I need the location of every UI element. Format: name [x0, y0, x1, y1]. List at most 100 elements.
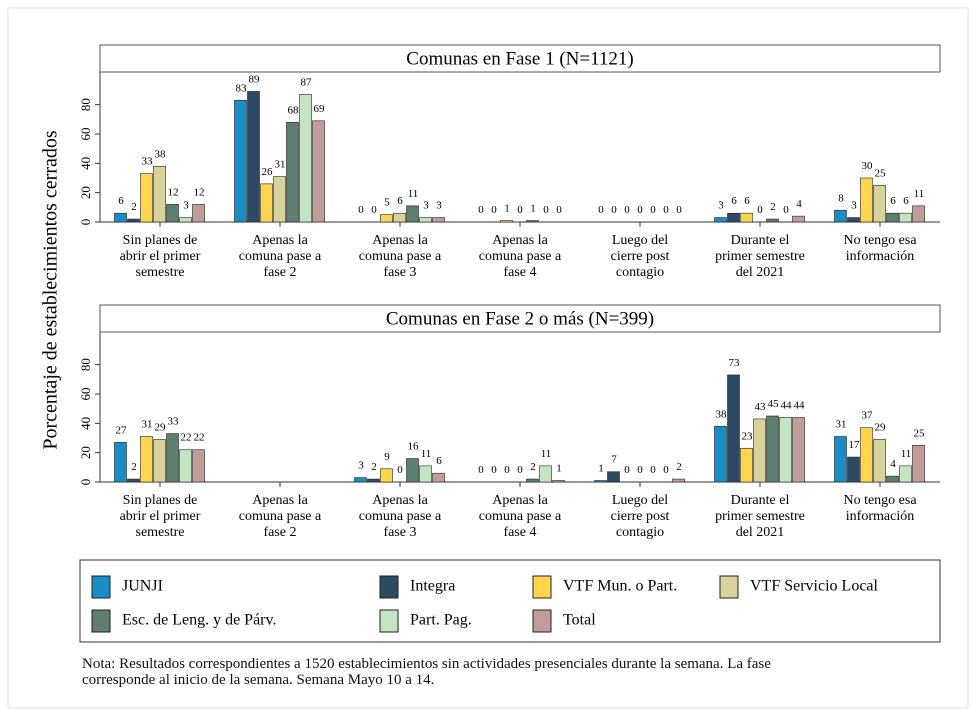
bar [247, 91, 260, 223]
bar [873, 439, 886, 483]
value-label: 0 [358, 204, 364, 216]
value-label: 0 [517, 464, 523, 476]
legend-swatch [532, 609, 552, 633]
value-label: 0 [676, 204, 682, 216]
panel-header [99, 304, 941, 333]
value-label: 0 [491, 464, 497, 476]
bar [779, 417, 792, 483]
bar [380, 214, 393, 223]
bar [432, 217, 445, 223]
value-label: 33 [142, 156, 154, 168]
value-label: 3 [436, 200, 442, 212]
value-label: 22 [181, 432, 192, 444]
bar [886, 212, 899, 223]
value-label: 11 [541, 448, 552, 460]
panel-title: Comunas en Fase 1 (N=1121) [406, 48, 633, 69]
bar [899, 465, 912, 483]
legend-swatch [91, 575, 111, 599]
x-tick-label: Durante el primer semestre del 2021 [715, 233, 805, 280]
legend-swatch [532, 575, 552, 599]
value-label: 0 [478, 464, 484, 476]
legend-label: Esc. de Leng. y de Párv. [122, 612, 276, 629]
value-label: 38 [155, 148, 167, 160]
value-label: 6 [731, 195, 737, 207]
legend-label: JUNJI [122, 578, 163, 595]
value-label: 30 [862, 160, 874, 172]
value-label: 12 [168, 186, 179, 198]
value-label: 0 [504, 464, 510, 476]
value-label: 11 [421, 448, 432, 460]
value-label: 68 [288, 104, 300, 116]
value-label: 38 [716, 408, 728, 420]
value-label: 0 [637, 204, 643, 216]
value-label: 2 [530, 461, 536, 473]
value-label: 1 [530, 203, 536, 215]
value-label: 33 [168, 416, 180, 428]
bar [886, 475, 899, 483]
x-tick-label: Luego del cierre post contagio [611, 493, 670, 540]
value-label: 45 [768, 398, 780, 410]
value-label: 6 [890, 195, 896, 207]
bar [740, 447, 753, 483]
bar [140, 173, 153, 223]
value-label: 4 [796, 198, 802, 210]
bar [834, 436, 847, 483]
value-label: 0 [478, 204, 484, 216]
bar [286, 121, 299, 223]
note: Nota: Resultados correspondientes a 1520… [82, 656, 771, 688]
y-tick-label: 80 [78, 358, 93, 371]
bar [179, 217, 192, 223]
value-label: 6 [903, 195, 909, 207]
bar [419, 465, 432, 483]
legend-swatch [379, 575, 399, 599]
value-label: 0 [611, 204, 617, 216]
value-label: 29 [155, 421, 167, 433]
value-label: 87 [301, 76, 313, 88]
bar [153, 439, 166, 483]
value-label: 0 [598, 204, 604, 216]
value-label: 0 [637, 464, 643, 476]
value-label: 69 [314, 103, 326, 115]
bar [127, 478, 140, 483]
panel-title: Comunas en Fase 2 o más (N=399) [386, 308, 654, 329]
bar [766, 218, 779, 223]
value-label: 23 [742, 430, 754, 442]
x-tick-label: Sin planes de abrir el primer semestre [120, 493, 201, 540]
legend-label: VTF Servicio Local [750, 578, 879, 595]
legend-label: Total [563, 612, 596, 629]
bar [539, 465, 552, 483]
bar [594, 480, 607, 483]
bar [166, 204, 179, 223]
value-label: 6 [436, 455, 442, 467]
x-tick-label: Apenas la comuna pase a fase 3 [359, 233, 442, 280]
bar [873, 185, 886, 223]
bar [766, 415, 779, 483]
y-tick-label: 40 [78, 157, 93, 170]
value-label: 11 [914, 188, 925, 200]
value-label: 1 [504, 203, 510, 215]
x-tick-label: No tengo esa información [843, 233, 917, 264]
value-label: 1 [598, 463, 604, 475]
value-label: 0 [650, 204, 656, 216]
bar [153, 165, 166, 223]
bar [727, 212, 740, 223]
bar [847, 217, 860, 223]
value-label: 0 [650, 464, 656, 476]
y-axis-label: Porcentaje de establecimientos cerrados [40, 130, 62, 450]
x-tick-label: Apenas la comuna pase a fase 2 [239, 233, 322, 280]
value-label: 3 [183, 200, 189, 212]
x-tick-label: Apenas la comuna pase a fase 4 [479, 493, 562, 540]
value-label: 31 [836, 419, 847, 431]
value-label: 2 [676, 461, 682, 473]
bar [419, 217, 432, 223]
bar [192, 204, 205, 223]
y-tick-label: 0 [78, 219, 93, 226]
bar [114, 212, 127, 223]
bar [860, 427, 873, 483]
value-label: 8 [838, 192, 844, 204]
value-label: 0 [757, 204, 763, 216]
legend-swatch [719, 575, 739, 599]
bar [727, 374, 740, 483]
bar [500, 220, 513, 223]
